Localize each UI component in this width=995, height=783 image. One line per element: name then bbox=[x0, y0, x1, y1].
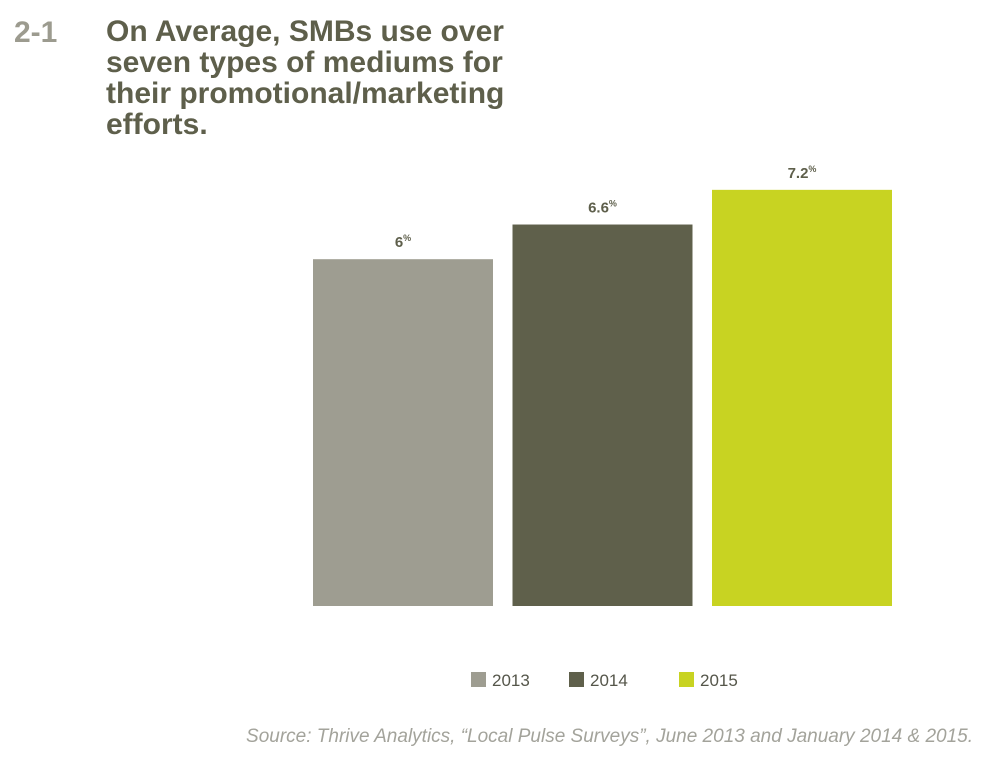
bar-2014 bbox=[512, 224, 693, 606]
legend-label-2013: 2013 bbox=[492, 671, 530, 690]
legend-label-2014: 2014 bbox=[590, 671, 628, 690]
legend-label-2015: 2015 bbox=[700, 671, 738, 690]
data-label: 6% bbox=[395, 233, 411, 251]
chart-title: On Average, SMBs use over seven types of… bbox=[106, 15, 505, 141]
data-label: 6.6% bbox=[588, 199, 617, 217]
legend-swatch-2015 bbox=[679, 672, 694, 687]
bar-2015 bbox=[712, 189, 892, 606]
figure-number: 2-1 bbox=[14, 16, 58, 49]
data-label: 7.2% bbox=[788, 164, 817, 182]
legend-swatch-2014 bbox=[569, 672, 584, 687]
source-note: Source: Thrive Analytics, “Local Pulse S… bbox=[246, 726, 973, 747]
bar-2013 bbox=[313, 259, 493, 606]
legend-swatch-2013 bbox=[471, 672, 486, 687]
